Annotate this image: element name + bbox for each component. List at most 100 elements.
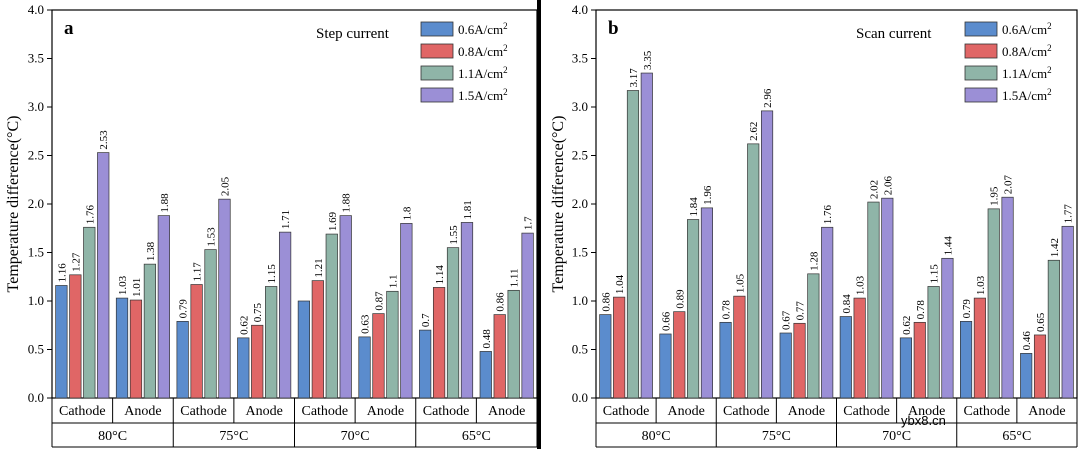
y-tick-label: 2.5	[28, 148, 44, 163]
data-label: 0.84	[841, 294, 853, 314]
panel-b: 0.0 0.5 1.0 1.5 2.0 2.5 3.0 3.5 4.0 Temperature d…	[550, 2, 1078, 448]
data-label: 1.55	[448, 225, 460, 245]
data-label: 1.03	[117, 275, 129, 295]
data-label: 1.8	[401, 206, 413, 220]
bar	[626, 90, 640, 399]
bar	[640, 72, 653, 399]
data-label: 0.63	[360, 314, 372, 334]
data-label: 1.05	[734, 273, 746, 293]
bar	[839, 316, 852, 399]
data-label: 3.17	[628, 68, 640, 88]
data-label: 1.7	[523, 216, 535, 230]
category-label: Anode	[908, 404, 945, 419]
data-label: 1.15	[266, 264, 278, 284]
bar	[700, 207, 713, 399]
category-label: Cathode	[963, 404, 1010, 419]
category-label: Cathode	[723, 404, 770, 419]
data-label: 1.21	[313, 258, 325, 277]
bar	[1061, 225, 1074, 399]
data-label: 1.81	[462, 200, 474, 219]
bar	[479, 351, 492, 399]
bar	[927, 286, 940, 399]
y-tick-label: 0.0	[28, 390, 44, 405]
bar	[493, 314, 506, 399]
data-label: 1.04	[614, 274, 626, 294]
data-label: 1.42	[1049, 238, 1061, 257]
temperature-label: 80°C	[642, 429, 671, 444]
category-label: Anode	[788, 404, 825, 419]
panel-letter: b	[608, 18, 619, 39]
data-label: 1.71	[280, 210, 292, 229]
data-label: 1.76	[822, 205, 834, 225]
bar	[1001, 196, 1014, 399]
temperature-label: 75°C	[762, 429, 791, 444]
data-label: 2.96	[762, 88, 774, 108]
bar	[129, 299, 143, 399]
bar	[218, 198, 231, 399]
y-tick-label: 1.0	[572, 293, 588, 308]
bar	[204, 249, 217, 399]
data-label: 0.79	[178, 299, 190, 319]
y-tick-label: 4.0	[28, 2, 44, 17]
bar	[143, 263, 157, 399]
legend-label: 1.5A/cm2	[1002, 87, 1052, 103]
y-tick-label: 1.0	[28, 293, 44, 308]
bar	[1020, 353, 1033, 399]
data-label: 1.01	[131, 278, 143, 297]
bar	[265, 286, 278, 399]
y-tick-label: 2.5	[572, 148, 588, 163]
legend-swatch	[964, 21, 998, 37]
category-label: Cathode	[180, 404, 227, 419]
data-label: 0.62	[901, 316, 913, 335]
y-tick-label: 3.5	[28, 51, 44, 66]
legend-swatch	[420, 65, 454, 81]
bar	[69, 274, 82, 399]
legend-label: 0.6A/cm2	[1002, 21, 1052, 37]
bar	[446, 247, 460, 399]
category-label: Cathode	[843, 404, 890, 419]
data-label: 1.95	[989, 186, 1001, 206]
bar	[1033, 334, 1047, 399]
temperature-label: 65°C	[1002, 429, 1031, 444]
bar	[899, 337, 913, 399]
data-label: 1.28	[808, 251, 820, 271]
data-label: 1.03	[975, 275, 987, 295]
data-label: 3.35	[642, 50, 654, 70]
bar	[913, 321, 926, 399]
data-label: 1.96	[702, 185, 714, 205]
y-tick-label: 4.0	[572, 2, 588, 17]
y-tick-label: 0.0	[572, 390, 588, 405]
y-tick-label: 1.5	[572, 245, 588, 260]
category-label: Anode	[1028, 404, 1065, 419]
data-label: 1.77	[1063, 204, 1075, 224]
legend-swatch	[964, 43, 998, 59]
data-label: 0.7	[420, 313, 432, 327]
y-axis-title: Temperature difference(°C)	[550, 116, 567, 293]
bar	[987, 208, 1000, 399]
data-label: 2.53	[98, 130, 110, 150]
data-label: 0.86	[600, 292, 612, 312]
bar	[386, 290, 399, 399]
bar	[881, 197, 894, 399]
data-label: 1.17	[192, 262, 204, 282]
data-label: 0.86	[495, 292, 507, 312]
data-label: 0.77	[795, 301, 807, 321]
temperature-label: 80°C	[98, 429, 127, 444]
data-label: 1.03	[855, 275, 867, 295]
panel-letter: a	[64, 18, 74, 39]
data-label: 1.44	[942, 236, 954, 256]
data-label: 2.06	[882, 175, 894, 195]
bar	[853, 297, 866, 399]
category-label: Cathode	[301, 404, 348, 419]
y-axis-title: Temperature difference(°C)	[5, 116, 22, 293]
legend-label: 0.8A/cm2	[1002, 43, 1052, 59]
legend-swatch	[420, 21, 454, 37]
bar	[55, 285, 68, 399]
legend-swatch	[420, 43, 454, 59]
panel-divider	[537, 0, 541, 449]
category-label: Anode	[246, 404, 283, 419]
bar	[400, 223, 413, 399]
bar	[1047, 259, 1060, 399]
legend-label: 1.5A/cm2	[458, 87, 508, 103]
panel-a: 0.0 0.5 1.0 1.5 2.0 2.5 3.0 3.5 4.0 Temperature d…	[5, 2, 538, 448]
